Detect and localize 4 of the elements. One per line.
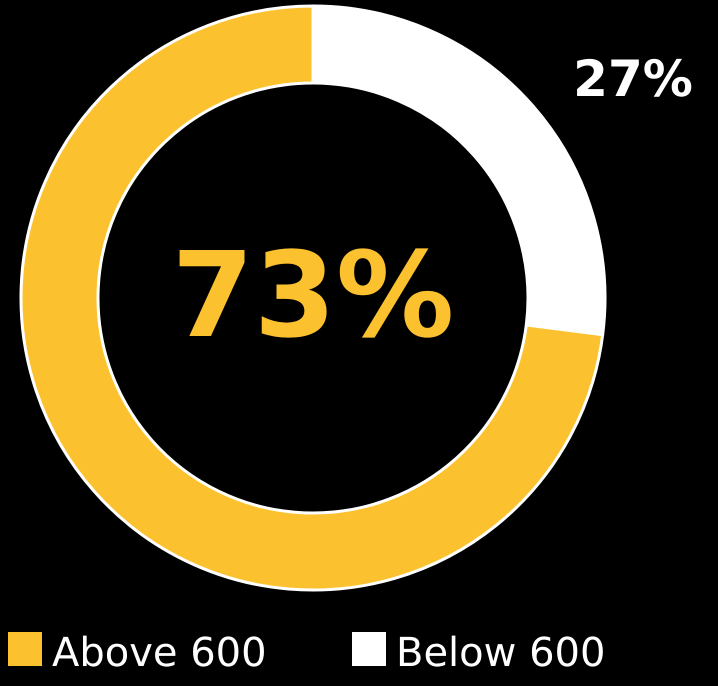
- legend-label: Below 600: [396, 630, 606, 676]
- legend-label: Above 600: [52, 630, 267, 676]
- data-label: 73%: [172, 226, 454, 364]
- data-label: 27%: [573, 50, 693, 108]
